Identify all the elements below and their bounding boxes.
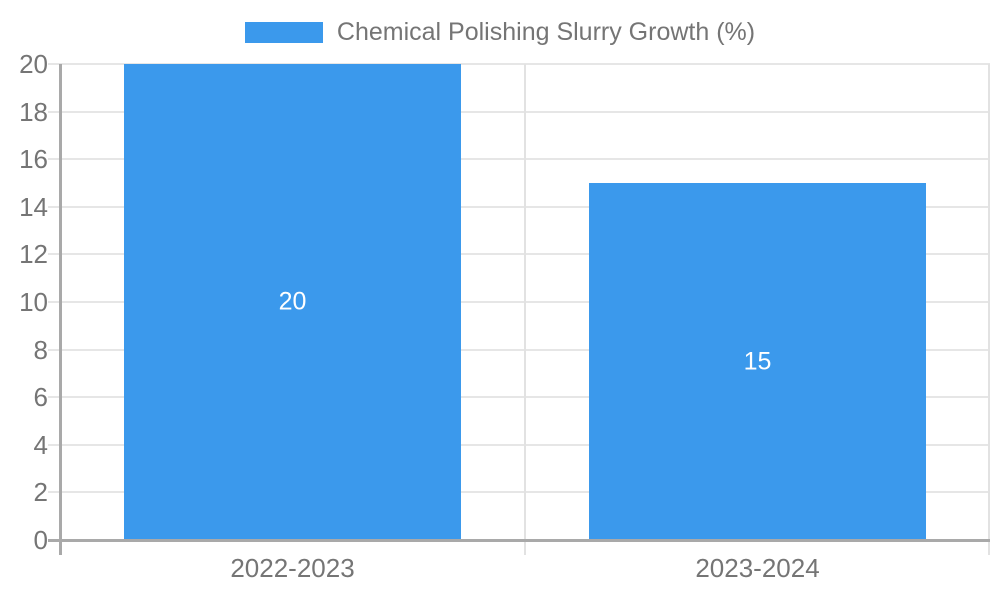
y-tick-label: 2: [33, 477, 48, 508]
gridline: [48, 491, 990, 494]
y-tick-label: 4: [33, 429, 48, 460]
bar-value-label: 20: [278, 287, 307, 316]
y-tick-label: 6: [33, 382, 48, 413]
legend-label: Chemical Polishing Slurry Growth (%): [336, 18, 756, 46]
y-tick-label: 14: [19, 191, 48, 222]
chart-legend[interactable]: Chemical Polishing Slurry Growth (%): [0, 16, 1000, 48]
y-tick-label: 20: [19, 49, 48, 79]
gridline: [48, 253, 990, 256]
x-axis-baseline: [48, 539, 990, 542]
plot-area: 20 15: [48, 63, 990, 555]
y-tick-label: 10: [19, 287, 48, 317]
y-tick-label: 8: [33, 334, 48, 365]
gridline: [48, 158, 990, 161]
gridline: [48, 205, 990, 208]
bar-value-label: 15: [743, 347, 772, 375]
y-tick-label: 18: [19, 96, 48, 127]
y-axis-line: [59, 64, 62, 555]
gridline: [48, 443, 990, 446]
x-axis-label: 2023-2024: [695, 553, 820, 583]
y-tick-label: 12: [19, 239, 48, 270]
category-separator-gridline: [524, 64, 526, 555]
bar-2023-2024[interactable]: 15: [588, 183, 927, 540]
x-axis-label: 2022-2023: [230, 553, 355, 583]
gridline: [48, 63, 990, 65]
gridline: [48, 396, 990, 399]
y-tick-label: 0: [33, 525, 48, 555]
y-tick-label: 16: [19, 144, 48, 175]
gridline: [48, 301, 990, 303]
plot-right-edge-gridline: [988, 64, 990, 555]
x-axis-labels: 2022-2023 2023-2024: [0, 552, 1000, 586]
bar-2022-2023[interactable]: 20: [123, 64, 462, 540]
y-axis-labels: 0 2 4 6 8 10 12 14 16 18 20: [0, 0, 48, 600]
gridline: [48, 348, 990, 351]
gridline: [48, 110, 990, 113]
legend-swatch: [244, 21, 323, 43]
